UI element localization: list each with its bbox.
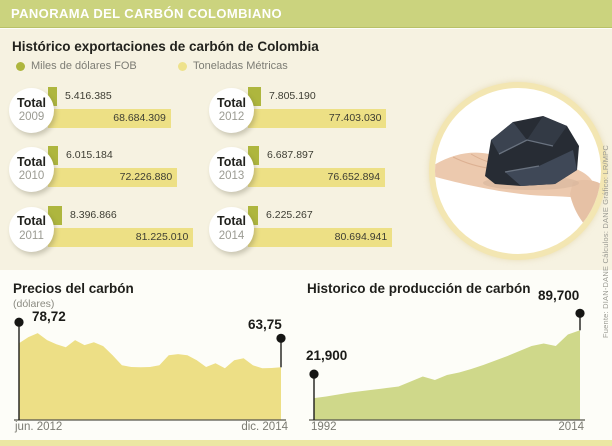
bar-pair: 5.416.385 68.684.309 (48, 87, 200, 128)
export-total-2011: Total 2011 8.396.866 81.225.010 (8, 205, 200, 264)
fob-value: 5.416.385 (65, 90, 112, 102)
fob-bar (248, 205, 258, 225)
production-chart-title: Historico de producción de carbón (307, 281, 531, 296)
year-label: 2013 (218, 170, 245, 183)
year-label: 2011 (19, 229, 44, 242)
export-total-2009: Total 2009 5.416.385 68.684.309 (8, 86, 200, 145)
fob-value: 6.687.897 (267, 149, 314, 162)
fob-value: 8.396.866 (70, 208, 117, 221)
yearly-totals-grid: Total 2009 5.416.385 68.684.309 Total 20… (8, 86, 400, 264)
tons-bar: 72.226.880 (48, 168, 178, 188)
production-x-start: 1992 (311, 421, 337, 433)
bar-pair: 8.396.866 81.225.010 (48, 205, 200, 247)
legend-label: Toneladas Métricas (193, 60, 288, 72)
bar-pair: 7.805.190 77.403.030 (248, 87, 400, 128)
tons-bar: 80.694.941 (248, 227, 393, 247)
total-label: Total (217, 95, 246, 110)
section-title: Histórico exportaciones de carbón de Col… (12, 39, 319, 54)
tons-legend-dot-icon (178, 61, 187, 71)
fob-bar (48, 87, 57, 106)
fob-bar (248, 146, 259, 166)
legend-item-tons: Toneladas Métricas (178, 60, 288, 72)
charts-section: Precios del carbón (dólares) 78,72 63,75… (0, 270, 612, 440)
price-end-value: 63,75 (248, 317, 282, 332)
coal-in-hand-photo (429, 82, 607, 260)
tons-bar: 68.684.309 (48, 109, 171, 128)
fob-value: 6.015.184 (66, 149, 113, 162)
year-badge: Total 2014 (209, 206, 254, 252)
year-badge: Total 2012 (209, 88, 254, 133)
price-start-value: 78,72 (32, 309, 66, 324)
export-total-2012: Total 2012 7.805.190 77.403.030 (208, 86, 400, 145)
production-end-value: 89,700 (538, 288, 580, 303)
year-label: 2010 (18, 170, 45, 183)
fob-bar (48, 146, 58, 166)
total-label: Total (217, 155, 246, 170)
year-badge: Total 2010 (9, 147, 54, 193)
legend-label: Miles de dólares FOB (31, 60, 137, 72)
price-x-end: dic. 2014 (241, 421, 288, 433)
price-x-start: jun. 2012 (15, 421, 63, 433)
export-total-2014: Total 2014 6.225.267 80.694.941 (208, 205, 400, 264)
total-label: Total (17, 95, 46, 110)
fob-value: 6.225.267 (266, 208, 313, 221)
price-chart-unit: (dólares) (13, 298, 55, 310)
coal-in-hand-illustration (435, 116, 601, 239)
bar-pair: 6.225.267 80.694.941 (248, 205, 400, 247)
year-badge: Total 2011 (9, 206, 54, 252)
year-label: 2012 (218, 110, 245, 123)
year-badge: Total 2009 (9, 88, 54, 133)
year-label: 2009 (18, 110, 45, 123)
exports-section: Histórico exportaciones de carbón de Col… (0, 29, 612, 270)
production-start-value: 21,900 (306, 348, 348, 363)
total-label: Total (17, 214, 46, 229)
header-title: PANORAMA DEL CARBÓN COLOMBIANO (11, 6, 283, 21)
year-label: 2014 (218, 229, 245, 242)
tons-bar: 81.225.010 (48, 227, 194, 247)
bottom-accent-strip (0, 440, 612, 446)
year-badge: Total 2013 (209, 147, 254, 193)
price-area-chart (14, 317, 286, 421)
bar-pair: 6.015.184 72.226.880 (48, 146, 200, 188)
source-credits: Fuente: DIAN-DANE Cálculos: DANE Gráfico… (601, 145, 610, 338)
production-area-chart (309, 308, 585, 421)
tons-bar: 76.652.894 (248, 168, 386, 188)
tons-bar: 77.403.030 (248, 109, 387, 128)
production-x-end: 2014 (558, 421, 584, 433)
price-chart-title: Precios del carbón (13, 281, 134, 296)
bar-pair: 6.687.897 76.652.894 (248, 146, 400, 188)
export-total-2010: Total 2010 6.015.184 72.226.880 (8, 145, 200, 204)
fob-legend-dot-icon (16, 61, 25, 71)
total-label: Total (217, 214, 246, 229)
total-label: Total (17, 155, 46, 170)
legend-item-fob: Miles de dólares FOB (16, 60, 137, 72)
export-total-2013: Total 2013 6.687.897 76.652.894 (208, 145, 400, 204)
fob-value: 7.805.190 (269, 90, 316, 102)
header-bar: PANORAMA DEL CARBÓN COLOMBIANO (0, 0, 612, 28)
